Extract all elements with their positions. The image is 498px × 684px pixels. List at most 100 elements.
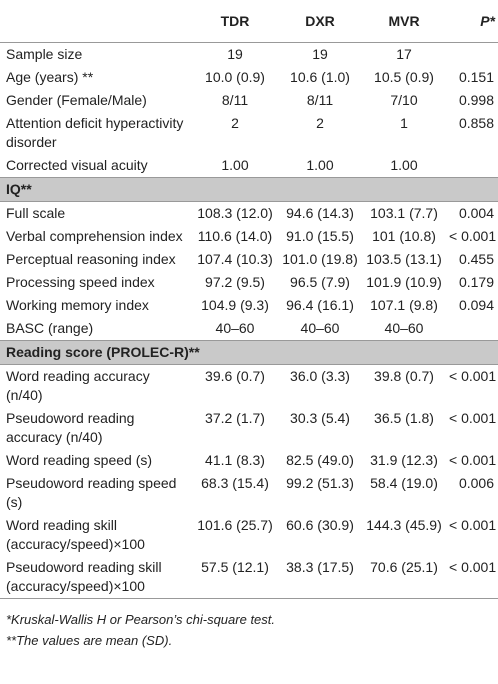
cell-value: 41.1 (8.3)	[205, 452, 265, 468]
data-row: BASC (range) 40–60 40–60 40–60	[0, 317, 498, 341]
row-label: Sample size	[6, 46, 83, 62]
cell-value: 99.2 (51.3)	[286, 475, 354, 491]
column-header: MVR	[362, 0, 446, 43]
data-row: Word reading accuracy (n/40) 39.6 (0.7) 36…	[0, 365, 498, 408]
cell-value: 96.5 (7.9)	[290, 274, 350, 290]
cell-value: 31.9 (12.3)	[370, 452, 438, 468]
cell-value: 1.00	[306, 157, 334, 173]
section-row: Reading score (PROLEC-R)**	[0, 340, 498, 365]
p-value: < 0.001	[446, 556, 498, 599]
p-value	[446, 154, 498, 178]
cell-value: 91.0 (15.5)	[286, 228, 354, 244]
data-row: Processing speed index 97.2 (9.5) 96.5 (7.…	[0, 271, 498, 294]
p-value: 0.455	[458, 251, 494, 267]
p-value: 0.006	[458, 475, 494, 491]
section-heading: IQ**	[0, 177, 498, 202]
row-label: Attention deficit hyperactivity disorder	[6, 115, 184, 150]
data-row: Word reading speed (s) 41.1 (8.3) 82.5 (49…	[0, 449, 498, 472]
data-row: Pseudoword reading accuracy (n/40) 37.2 (…	[0, 407, 498, 449]
cell-value: 37.2 (1.7)	[205, 410, 265, 426]
row-label: Word reading skill (accuracy/speed)×100	[6, 517, 145, 552]
p-value	[446, 317, 498, 341]
p-value: 0.094	[458, 297, 494, 313]
cell-value: 101.0 (19.8)	[282, 251, 358, 267]
column-header: TDR	[192, 0, 278, 43]
data-row: Age (years) ** 10.0 (0.9) 10.6 (1.0) 10.5 (…	[0, 66, 498, 89]
cell-value: 38.3 (17.5)	[278, 556, 362, 599]
p-value: < 0.001	[449, 368, 497, 384]
footnote: **The values are mean (SD).	[6, 633, 173, 648]
data-row: Sample size 19 19 17	[0, 43, 498, 67]
p-value	[446, 43, 498, 67]
cell-value: 108.3 (12.0)	[197, 205, 273, 221]
p-value: 0.179	[458, 274, 494, 290]
row-label: Pseudoword reading accuracy (n/40)	[6, 410, 135, 445]
cell-value: 19	[227, 46, 243, 62]
cell-value: 39.6 (0.7)	[205, 368, 265, 384]
cell-value: 103.5 (13.1)	[366, 251, 442, 267]
row-label: Pseudoword reading speed (s)	[6, 475, 177, 510]
row-label: Full scale	[6, 205, 66, 221]
cell-value: 110.6 (14.0)	[197, 228, 273, 244]
cell-value: 107.4 (10.3)	[197, 251, 273, 267]
p-value: < 0.001	[449, 410, 497, 426]
data-row: Attention deficit hyperactivity disorder…	[0, 112, 498, 154]
row-label: Perceptual reasoning index	[6, 251, 176, 267]
row-label: Working memory index	[6, 297, 149, 313]
footnotes: *Kruskal-Wallis H or Pearson’s chi-squar…	[0, 599, 498, 651]
row-label: Pseudoword reading skill (accuracy/speed…	[0, 556, 192, 599]
p-value: < 0.001	[449, 228, 497, 244]
cell-value: 39.8 (0.7)	[374, 368, 434, 384]
data-row: Perceptual reasoning index 107.4 (10.3) 10…	[0, 248, 498, 271]
cell-value: 40–60	[384, 320, 424, 336]
cell-value: 57.5 (12.1)	[192, 556, 278, 599]
cell-value: 17	[396, 46, 412, 62]
cell-value: 58.4 (19.0)	[370, 475, 438, 491]
cell-value: 104.9 (9.3)	[201, 297, 269, 313]
row-label: Gender (Female/Male)	[6, 92, 147, 108]
cell-value: 8/11	[221, 92, 249, 108]
cell-value: 10.0 (0.9)	[205, 69, 265, 85]
cell-value: 97.2 (9.5)	[205, 274, 265, 290]
section-heading: Reading score (PROLEC-R)**	[0, 340, 498, 365]
cell-value: 101 (10.8)	[372, 228, 436, 244]
data-row: Gender (Female/Male) 8/11 8/11 7/10 0.998	[0, 89, 498, 112]
data-row: Full scale 108.3 (12.0) 94.6 (14.3) 103.1 (…	[0, 202, 498, 226]
data-row: Word reading skill (accuracy/speed)×100 1…	[0, 514, 498, 556]
data-row: Pseudoword reading skill (accuracy/speed…	[0, 556, 498, 599]
footnote: *Kruskal-Wallis H or Pearson’s chi-squar…	[6, 612, 276, 627]
cell-value: 107.1 (9.8)	[370, 297, 438, 313]
cell-value: 96.4 (16.1)	[286, 297, 354, 313]
data-row: Pseudoword reading speed (s) 68.3 (15.4) 9…	[0, 472, 498, 514]
column-header: DXR	[278, 0, 362, 43]
cell-value: 8/11	[306, 92, 334, 108]
cell-value: 30.3 (5.4)	[290, 410, 350, 426]
row-label: Processing speed index	[6, 274, 155, 290]
row-label: Age (years) **	[6, 69, 94, 85]
cell-value: 7/10	[390, 92, 418, 108]
column-header: P*	[446, 0, 498, 43]
cell-value: 40–60	[300, 320, 340, 336]
cell-value: 70.6 (25.1)	[362, 556, 446, 599]
cell-value: 60.6 (30.9)	[286, 517, 354, 533]
cell-value: 101.9 (10.9)	[366, 274, 442, 290]
table-body: Sample size 19 19 17 Age (years) ** 10.0 (0.9…	[0, 43, 498, 599]
row-label: Verbal comprehension index	[6, 228, 183, 244]
p-value: 0.858	[458, 115, 494, 131]
row-label: Word reading speed (s)	[6, 452, 153, 468]
cell-value: 36.0 (3.3)	[290, 368, 350, 384]
cell-value: 19	[312, 46, 328, 62]
cell-value: 82.5 (49.0)	[286, 452, 354, 468]
section-row: IQ**	[0, 177, 498, 202]
row-label: Word reading accuracy (n/40)	[6, 368, 150, 403]
p-value: 0.998	[458, 92, 494, 108]
header-row: TDR DXR MVR P*	[0, 0, 498, 43]
cell-value: 2	[316, 115, 324, 131]
cell-value: 1	[400, 115, 408, 131]
row-label: Corrected visual acuity	[6, 157, 148, 173]
cell-value: 40–60	[215, 320, 255, 336]
data-row: Verbal comprehension index 110.6 (14.0) 91…	[0, 225, 498, 248]
cell-value: 10.6 (1.0)	[290, 69, 350, 85]
cell-value: 36.5 (1.8)	[374, 410, 434, 426]
